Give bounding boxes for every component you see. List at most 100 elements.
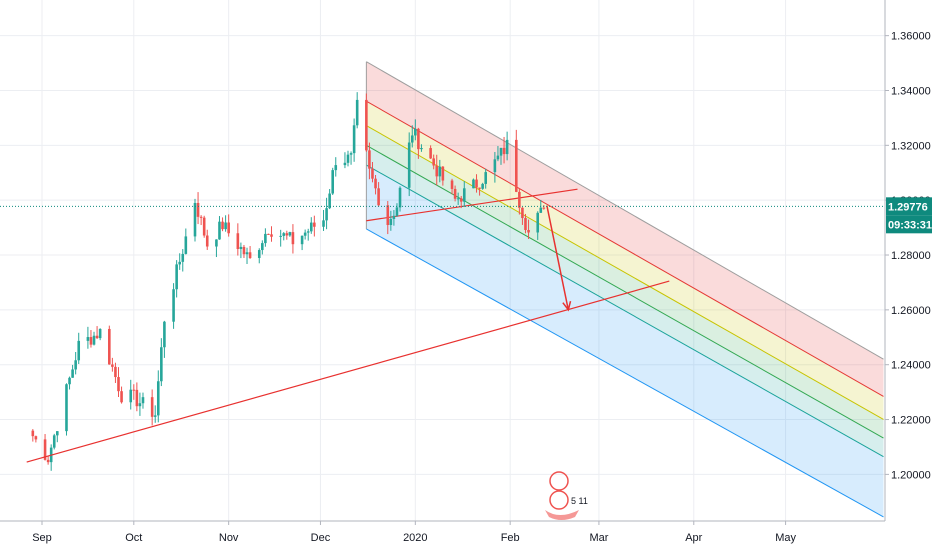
candle <box>410 125 414 148</box>
candle-body <box>450 180 454 189</box>
price-tick-label: 1.32000 <box>891 140 931 152</box>
candle <box>505 131 509 161</box>
candle <box>414 119 417 141</box>
candle-body <box>215 239 218 247</box>
candle-body <box>279 235 282 237</box>
candle-body <box>542 207 546 209</box>
candle <box>205 229 209 250</box>
drawing-overlays[interactable] <box>0 205 885 463</box>
candle-body <box>71 369 74 378</box>
candle-body <box>432 158 435 166</box>
candle <box>150 389 154 426</box>
candle <box>114 362 117 383</box>
channel-level-line <box>366 125 884 420</box>
candle <box>389 210 393 231</box>
price-tick-label: 1.20000 <box>891 469 931 481</box>
price-tick-label: 1.28000 <box>891 250 931 262</box>
candle-body <box>435 165 439 177</box>
candle-body <box>98 328 102 339</box>
candle-body <box>392 215 396 219</box>
candle <box>245 247 249 265</box>
channel-level-line <box>366 228 884 518</box>
candle <box>120 386 123 404</box>
candle <box>160 338 163 387</box>
channel-band <box>366 125 884 439</box>
candle-body <box>264 233 267 244</box>
candle <box>475 174 478 193</box>
fib-pitchfork-channel[interactable] <box>365 61 884 518</box>
candlestick-series <box>31 92 546 471</box>
candle-body <box>395 207 399 216</box>
candle <box>65 383 68 436</box>
candle-body <box>331 170 334 194</box>
candle <box>291 224 295 254</box>
candle-body <box>46 459 50 463</box>
candle-body <box>334 165 338 171</box>
candle <box>374 174 377 195</box>
candle-body <box>95 335 99 339</box>
candle-body <box>355 99 359 126</box>
candle-body <box>172 289 175 322</box>
candle-body <box>303 232 307 236</box>
candle <box>43 434 47 461</box>
candle-body <box>309 222 313 232</box>
candle <box>334 157 338 177</box>
support-trendline <box>26 280 670 463</box>
candle-body <box>150 397 154 417</box>
candle <box>441 166 445 186</box>
time-tick-label: May <box>775 532 796 544</box>
channel-level-line <box>366 61 884 360</box>
candle <box>215 239 218 258</box>
candle <box>429 145 432 159</box>
candle <box>111 357 114 372</box>
candle-body <box>374 178 377 189</box>
candle <box>322 209 325 231</box>
forecast-arrow-shaft <box>546 205 570 311</box>
candle <box>481 182 484 190</box>
candle-body <box>291 232 295 245</box>
candle-body <box>518 191 521 208</box>
candle-body <box>521 207 524 219</box>
flag-ribbon <box>545 510 579 520</box>
candle <box>153 405 157 423</box>
candle <box>86 326 90 349</box>
candle <box>521 207 524 225</box>
time-axis[interactable]: Sep Oct Nov Dec 2020 Feb Mar Apr May <box>0 520 885 544</box>
time-tick-label: Oct <box>125 532 142 544</box>
candle <box>392 210 396 226</box>
candle <box>135 382 139 412</box>
flag-circle-mid <box>549 490 569 510</box>
candle-body <box>184 236 188 254</box>
candle-body <box>227 222 230 234</box>
channel-level-line <box>366 144 884 439</box>
candle <box>239 242 243 259</box>
candle <box>355 92 359 129</box>
candle <box>502 136 506 164</box>
candle-body <box>349 153 353 155</box>
candle <box>432 154 435 170</box>
candle <box>456 192 460 205</box>
candle <box>368 142 371 180</box>
candle-body <box>322 220 325 227</box>
tradingview-logo-watermark: 5 11 <box>545 471 588 520</box>
price-tick-label: 1.26000 <box>891 305 931 317</box>
candle <box>542 204 546 210</box>
candle-body <box>56 431 59 436</box>
candle <box>331 167 334 196</box>
price-axis[interactable]: 1.360001.340001.320001.300001.280001.260… <box>884 0 931 521</box>
candle-body <box>524 218 527 230</box>
candle-body <box>153 415 157 417</box>
candle <box>74 351 77 375</box>
candle-body <box>52 435 56 448</box>
candle-body <box>86 337 90 341</box>
candle <box>202 215 206 238</box>
candle-body <box>138 403 142 407</box>
candle <box>31 429 35 442</box>
price-tick-label: 1.36000 <box>891 31 931 43</box>
candle-body <box>92 335 96 345</box>
candle <box>218 216 221 240</box>
candle <box>129 379 133 410</box>
candle <box>224 215 227 232</box>
candle <box>346 150 350 167</box>
